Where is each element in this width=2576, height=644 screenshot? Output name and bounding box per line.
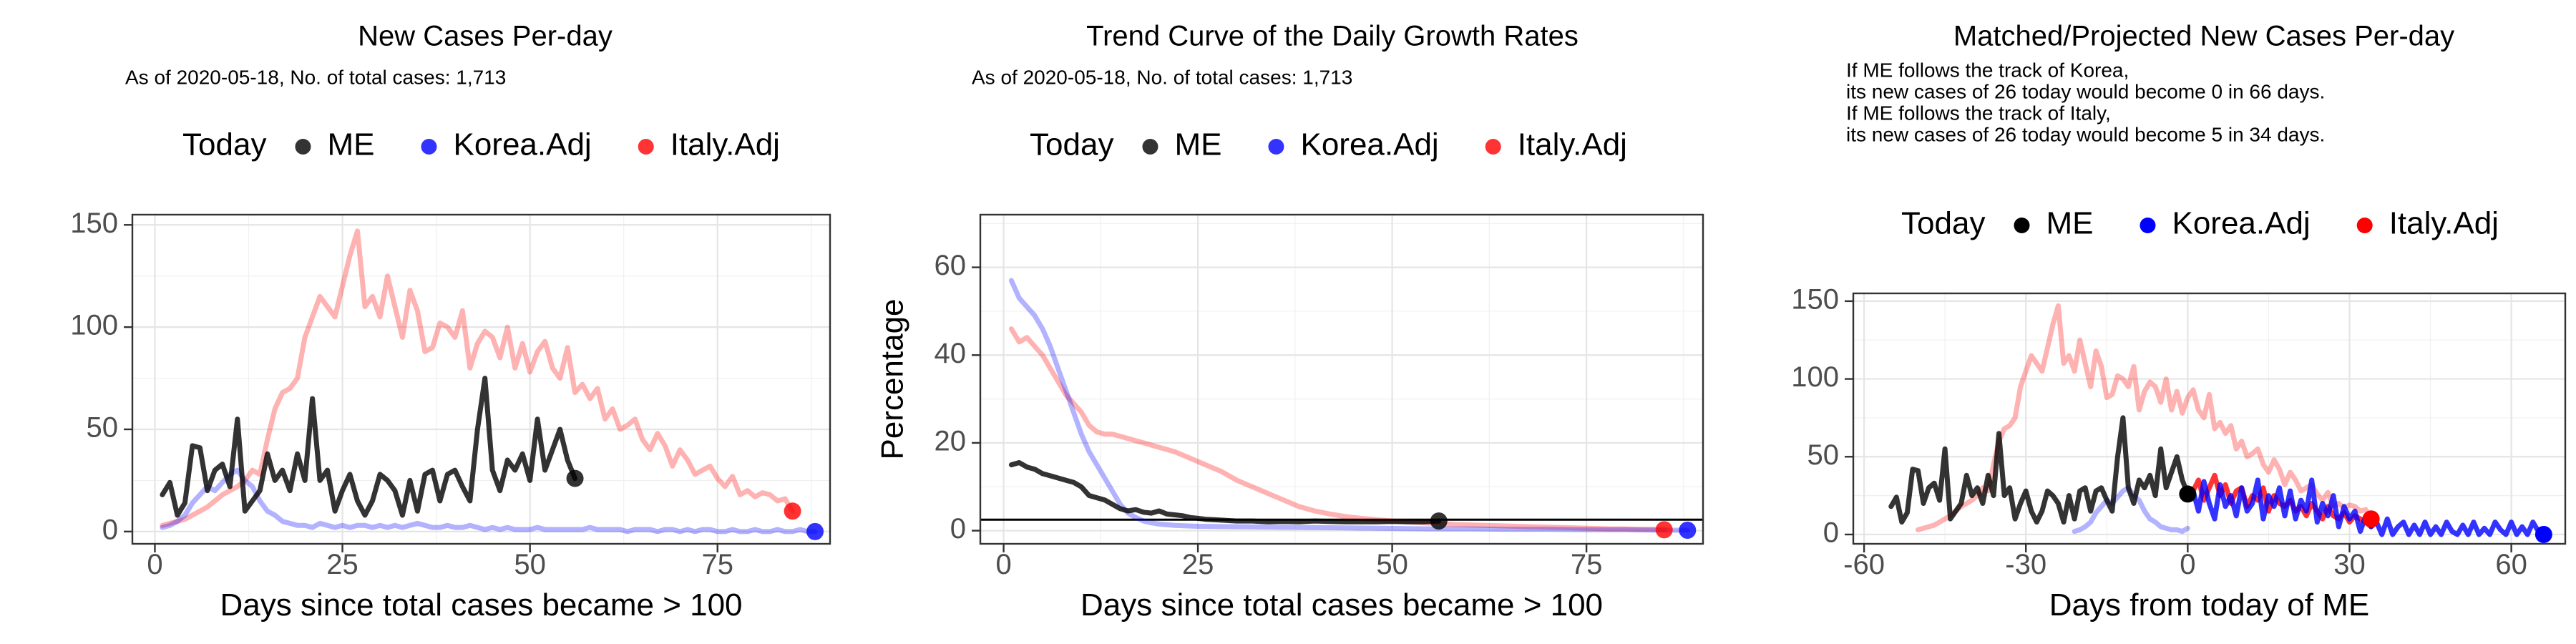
x-tick-label: 30	[2333, 549, 2366, 580]
panel-border	[1852, 292, 2567, 545]
y-tick-label: 100	[1791, 361, 1839, 393]
legend-title: Today	[1030, 127, 1113, 162]
chart-subtitle: As of 2020-05-18, No. of total cases: 1,…	[125, 66, 506, 88]
legend-marker-me	[295, 139, 311, 155]
chart-legend: Today ME Korea.Adj Italy.Adj	[1030, 127, 1627, 162]
axes: -60 -30 0 30 60 0 50 100 150 Days from today of M…	[1791, 283, 2527, 623]
today-point-italy-adj	[2362, 510, 2380, 528]
legend-marker-korea-adj	[2140, 218, 2156, 233]
y-tick-label: 0	[102, 514, 118, 545]
y-tick-label: 50	[1807, 439, 1840, 471]
x-axis-title: Days since total cases became > 100	[1080, 587, 1603, 623]
legend-marker-korea-adj	[421, 139, 437, 155]
legend-label-italy-adj: Italy.Adj	[670, 127, 780, 162]
x-tick-label: 50	[1376, 549, 1408, 580]
y-tick-label: 0	[1823, 517, 1839, 549]
today-point-korea-adj	[806, 522, 824, 540]
legend-label-me: ME	[327, 127, 374, 162]
legend-marker-italy-adj	[1485, 139, 1501, 155]
y-tick-label: 20	[935, 425, 967, 457]
panel-growth-rates: Trend Curve of the Daily Growth Rates As …	[875, 21, 1704, 623]
x-tick-label: 75	[701, 549, 733, 580]
x-tick-label: 60	[2495, 549, 2527, 580]
series-line-korea-adj	[1008, 278, 1690, 533]
panel-border	[979, 213, 1704, 545]
chart-title: Matched/Projected New Cases Per-day	[1953, 21, 2454, 52]
y-tick-label: 40	[935, 338, 967, 369]
series-line-italy-adj	[1008, 326, 1667, 532]
legend-label-me: ME	[2046, 206, 2093, 241]
chart-subtitle-line: If ME follows the track of Italy,	[1846, 102, 2111, 124]
today-point-me	[2179, 485, 2197, 503]
x-tick-label: 0	[995, 549, 1011, 580]
x-tick-label: 0	[147, 549, 162, 580]
x-tick-label: 75	[1571, 549, 1603, 580]
today-point-italy-adj	[784, 502, 801, 520]
series-line-me	[160, 376, 577, 518]
y-tick-label: 150	[70, 208, 118, 239]
legend-label-korea-adj: Korea.Adj	[2172, 206, 2310, 241]
today-point-me	[566, 469, 584, 487]
today-point-italy-adj	[1655, 521, 1673, 539]
y-tick-label: 100	[70, 310, 118, 341]
x-axis-title: Days since total cases became > 100	[220, 587, 742, 623]
today-point-me	[1430, 512, 1448, 530]
legend-title: Today	[182, 127, 266, 162]
x-tick-label: 0	[2180, 549, 2195, 580]
axes: 0 25 50 75 0 20 40 60 Days since total cases bec…	[875, 250, 1603, 623]
y-tick-label: 150	[1791, 283, 1839, 315]
legend-marker-italy-adj	[638, 139, 654, 155]
series-line-me	[1888, 415, 2190, 525]
x-tick-label: -60	[1843, 549, 1885, 580]
chart-subtitle-line: its new cases of 26 today would become 0…	[1846, 80, 2325, 102]
x-axis-title: Days from today of ME	[2049, 587, 2369, 623]
chart-title: Trend Curve of the Daily Growth Rates	[1086, 21, 1579, 52]
legend-marker-italy-adj	[2356, 218, 2373, 233]
axes: 0 25 50 75 0 50 100 150 Days since total cases b…	[70, 208, 742, 623]
legend-title: Today	[1901, 206, 1985, 241]
legend-label-italy-adj: Italy.Adj	[1518, 127, 1627, 162]
plot-data	[160, 228, 824, 540]
legend-marker-me	[2014, 218, 2030, 233]
today-point-korea-adj	[1679, 521, 1697, 539]
x-tick-label: 25	[326, 549, 358, 580]
legend-label-korea-adj: Korea.Adj	[453, 127, 591, 162]
panel-border	[131, 213, 831, 545]
chart-legend: Today ME Korea.Adj Italy.Adj	[1901, 206, 2499, 241]
legend-label-korea-adj: Korea.Adj	[1300, 127, 1438, 162]
legend-label-italy-adj: Italy.Adj	[2389, 206, 2499, 241]
y-axis-title: Percentage	[875, 298, 910, 459]
plot-grid	[980, 215, 1703, 544]
chart-legend: Today ME Korea.Adj Italy.Adj	[182, 127, 780, 162]
chart-title: New Cases Per-day	[358, 21, 613, 52]
legend-marker-korea-adj	[1268, 139, 1284, 155]
series-line-italy-adj-history	[1916, 303, 2374, 532]
chart-subtitle: As of 2020-05-18, No. of total cases: 1,…	[972, 66, 1352, 88]
y-tick-label: 50	[87, 412, 119, 444]
x-tick-label: 50	[514, 549, 546, 580]
plot-grid	[132, 215, 830, 544]
panel-new-cases: New Cases Per-day As of 2020-05-18, No. o…	[70, 21, 831, 623]
panel-projected-cases: Matched/Projected New Cases Per-day If ME…	[1791, 21, 2567, 623]
series-line-italy-adj	[160, 228, 796, 528]
y-tick-label: 60	[935, 250, 967, 281]
series-line-korea-adj	[160, 467, 818, 535]
series-line-me	[1008, 460, 1442, 525]
y-tick-label: 0	[950, 513, 966, 545]
plot-data	[1888, 303, 2552, 543]
chart-subtitle-line: its new cases of 26 today would become 5…	[1846, 123, 2325, 145]
legend-marker-me	[1142, 139, 1158, 155]
chart-subtitle-line: If ME follows the track of Korea,	[1846, 59, 2129, 81]
x-tick-label: -30	[2005, 549, 2046, 580]
plot-data	[980, 278, 1703, 539]
today-point-korea-adj	[2534, 525, 2552, 543]
x-tick-label: 25	[1182, 549, 1214, 580]
legend-label-me: ME	[1174, 127, 1221, 162]
